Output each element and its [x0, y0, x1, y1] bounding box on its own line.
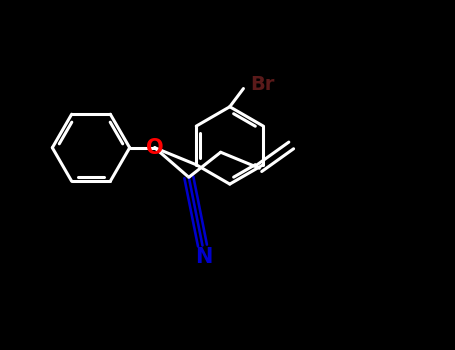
Text: O: O: [146, 138, 163, 158]
Text: Br: Br: [250, 75, 275, 93]
Text: N: N: [195, 247, 212, 267]
